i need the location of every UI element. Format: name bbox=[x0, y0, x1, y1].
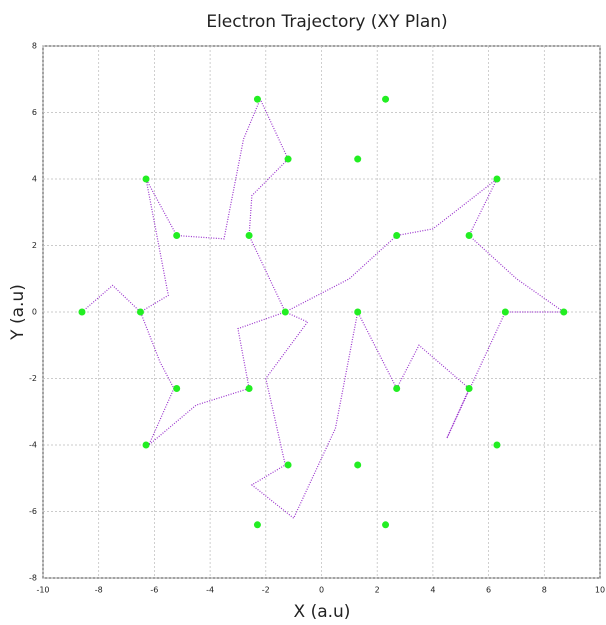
y-axis-label: Y (a.u) bbox=[8, 284, 28, 341]
point bbox=[560, 308, 568, 316]
point bbox=[354, 155, 362, 163]
x-tick-label: -4 bbox=[206, 586, 214, 595]
y-tick-label: -4 bbox=[29, 441, 37, 450]
y-tick-label: 6 bbox=[32, 108, 37, 117]
point bbox=[173, 384, 181, 392]
point bbox=[393, 384, 401, 392]
point bbox=[142, 175, 150, 183]
point bbox=[136, 308, 144, 316]
point bbox=[173, 232, 181, 240]
point bbox=[354, 308, 362, 316]
y-tick-label: 8 bbox=[32, 42, 37, 51]
point bbox=[78, 308, 86, 316]
point bbox=[142, 441, 150, 449]
point bbox=[245, 384, 253, 392]
point bbox=[253, 521, 261, 529]
x-tick-label: 6 bbox=[486, 586, 491, 595]
x-tick-label: 4 bbox=[430, 586, 435, 595]
point bbox=[281, 308, 289, 316]
point bbox=[253, 95, 261, 103]
y-tick-label: -6 bbox=[29, 507, 37, 516]
point bbox=[501, 308, 509, 316]
point bbox=[493, 441, 501, 449]
y-tick-label: -2 bbox=[29, 374, 37, 383]
y-tick-label: 4 bbox=[32, 175, 37, 184]
point bbox=[354, 461, 362, 469]
point bbox=[382, 95, 390, 103]
x-tick-label: 0 bbox=[319, 586, 324, 595]
x-tick-label: -6 bbox=[150, 586, 158, 595]
point bbox=[465, 384, 473, 392]
x-tick-label: -8 bbox=[95, 586, 103, 595]
x-tick-label: 2 bbox=[375, 586, 380, 595]
x-axis-label: X (a.u) bbox=[294, 602, 351, 622]
point bbox=[393, 232, 401, 240]
x-tick-label: -10 bbox=[36, 586, 49, 595]
y-tick-label: 2 bbox=[32, 241, 37, 250]
y-tick-label: 0 bbox=[32, 308, 37, 317]
point bbox=[284, 461, 292, 469]
x-tick-label: -2 bbox=[262, 586, 270, 595]
point bbox=[382, 521, 390, 529]
y-tick-label: -8 bbox=[29, 574, 37, 583]
chart-title: Electron Trajectory (XY Plan) bbox=[206, 12, 447, 32]
point bbox=[284, 155, 292, 163]
x-tick-label: 8 bbox=[542, 586, 547, 595]
x-tick-label: 10 bbox=[595, 586, 605, 595]
point bbox=[465, 232, 473, 240]
point bbox=[245, 232, 253, 240]
point bbox=[493, 175, 501, 183]
